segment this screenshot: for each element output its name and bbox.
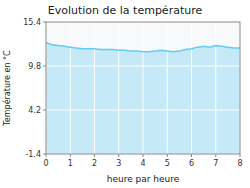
tick-y [43, 66, 46, 67]
tick-label-x: 3 [116, 159, 121, 168]
tick-x [215, 154, 216, 157]
tick-label-x: 6 [189, 159, 194, 168]
grid-line-x [167, 22, 168, 154]
tick-x [118, 154, 119, 157]
tick-label-x: 4 [140, 159, 145, 168]
tick-x [143, 154, 144, 157]
tick-label-x: 8 [237, 159, 242, 168]
tick-y [43, 22, 46, 23]
grid-line-y [46, 110, 240, 111]
line [46, 42, 240, 51]
tick-y [43, 110, 46, 111]
tick-label-y: 4.2 [28, 106, 41, 115]
tick-label-x: 2 [92, 159, 97, 168]
grid [46, 22, 240, 154]
chart-container: 0 1 2 3 4 5 6 7 8 -1.4 4.2 9.8 15.4 Evolution de la t… [0, 0, 250, 188]
line-layer [46, 42, 240, 51]
grid-line-x [143, 22, 144, 154]
tick-x [70, 154, 71, 157]
grid-line-x [94, 22, 95, 154]
tick-label-y: 9.8 [28, 62, 41, 71]
x-axis-label: heure par heure [107, 174, 180, 184]
tick-label-x: 1 [68, 159, 73, 168]
tick-x [167, 154, 168, 157]
tick-label-y: -1.4 [25, 150, 41, 159]
plot-background [46, 22, 240, 154]
tick-x [94, 154, 95, 157]
grid-line-x [70, 22, 71, 154]
tick-label-x: 5 [165, 159, 170, 168]
chart: 0 1 2 3 4 5 6 7 8 -1.4 4.2 9.8 15.4 Evolution de la t… [0, 0, 250, 188]
tick-x [240, 154, 241, 157]
grid-line-x [118, 22, 119, 154]
y-axis-label: Température en °C [2, 50, 12, 127]
tick-label-x: 7 [213, 159, 218, 168]
grid-line-y [46, 66, 240, 67]
grid-line-x [191, 22, 192, 154]
tick-label-x: 0 [43, 159, 48, 168]
tick-x [191, 154, 192, 157]
grid-line-x [215, 22, 216, 154]
title: Evolution de la température [48, 4, 203, 17]
tick-label-y: 15.4 [23, 18, 41, 27]
plot-frame [46, 22, 240, 154]
tick-y [43, 154, 46, 155]
